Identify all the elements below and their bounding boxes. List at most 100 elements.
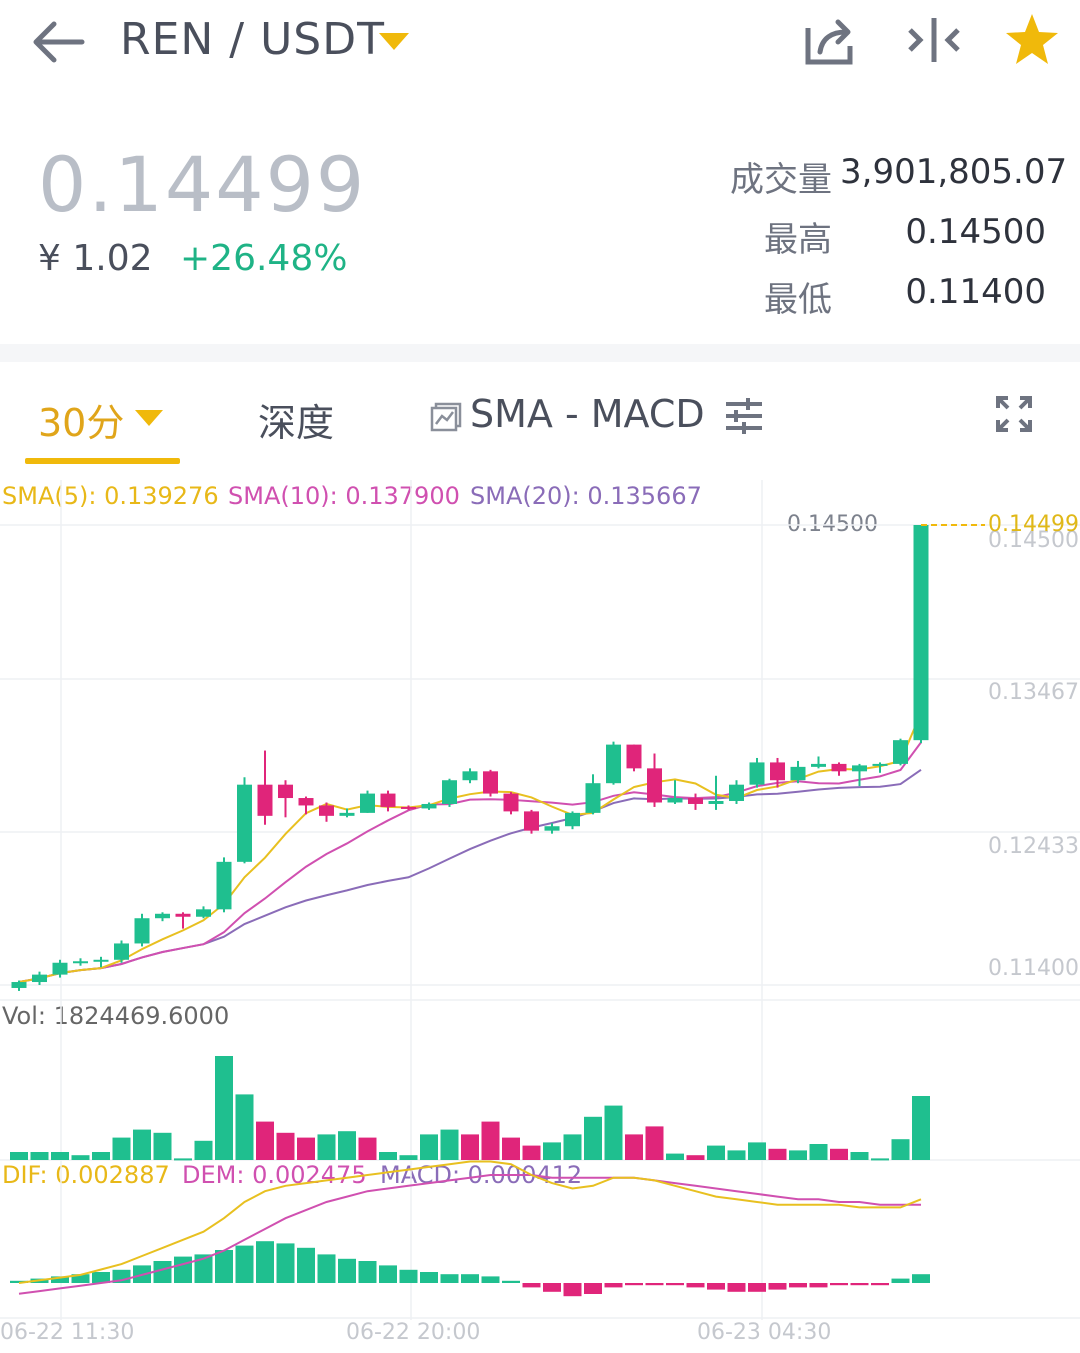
macd-bar xyxy=(317,1254,336,1283)
back-arrow-icon[interactable] xyxy=(28,14,92,70)
candle-body xyxy=(360,793,375,813)
macd-bar xyxy=(522,1283,541,1288)
volume-bar xyxy=(194,1140,213,1160)
candle-body xyxy=(893,740,908,764)
share-icon[interactable] xyxy=(800,10,860,70)
last-price: 0.14499 xyxy=(38,140,367,229)
candlestick-chart[interactable] xyxy=(0,470,1080,1330)
candle-body xyxy=(339,812,355,816)
volume-bar xyxy=(666,1153,684,1160)
x-axis-tick: 06-23 04:30 xyxy=(697,1320,832,1345)
volume-bar xyxy=(686,1155,705,1160)
settings-sliders-icon[interactable] xyxy=(724,396,764,436)
dif-line xyxy=(18,1160,922,1284)
candle-body xyxy=(278,784,293,799)
macd-bar xyxy=(543,1283,561,1292)
candle-body xyxy=(749,762,765,785)
volume-bar xyxy=(809,1144,828,1160)
volume-bar xyxy=(71,1155,90,1160)
candle-body xyxy=(52,962,68,975)
candle-body xyxy=(544,826,560,831)
volume-bar xyxy=(276,1132,295,1160)
volume-bar xyxy=(297,1137,315,1160)
candle-body xyxy=(155,913,170,919)
volume-bar xyxy=(235,1094,254,1160)
x-axis-tick: 06-22 11:30 xyxy=(0,1320,135,1345)
macd-bar xyxy=(440,1274,459,1283)
candle-body xyxy=(811,763,826,767)
macd-bar xyxy=(71,1274,90,1283)
candle-body xyxy=(524,811,539,831)
macd-bar xyxy=(338,1258,356,1283)
candle-body xyxy=(647,768,662,803)
macd-bar xyxy=(92,1272,110,1283)
volume-bar xyxy=(256,1121,274,1160)
volume-bar xyxy=(850,1152,869,1160)
tab-interval[interactable]: 30分 xyxy=(38,401,125,445)
cny-price: ¥ 1.02 xyxy=(38,238,153,279)
chart-toolbar: 30分 深度 SMA - MACD xyxy=(0,362,1080,470)
macd-bar xyxy=(358,1261,377,1283)
candle-body xyxy=(831,763,847,772)
star-icon[interactable] xyxy=(1002,10,1062,70)
current-price-label: 0.14499 xyxy=(988,512,1079,537)
macd-bar xyxy=(51,1276,69,1283)
top-bar: REN / USDT xyxy=(0,0,1080,90)
candle-body xyxy=(688,798,703,804)
candle-body xyxy=(770,762,785,781)
pair-dropdown-caret-icon[interactable] xyxy=(377,30,411,52)
candle-body xyxy=(913,525,929,741)
section-divider xyxy=(0,344,1080,362)
macd-bar xyxy=(809,1283,828,1288)
price-level-label: 0.13467 xyxy=(988,680,1079,705)
volume-bar xyxy=(891,1139,910,1160)
price-change-percent: +26.48% xyxy=(180,238,348,279)
low-label: 最低 xyxy=(764,280,832,320)
volume-bar xyxy=(338,1131,356,1160)
macd-bar xyxy=(276,1243,295,1283)
tab-depth[interactable]: 深度 xyxy=(258,401,335,445)
interval-dropdown-caret-icon[interactable] xyxy=(133,408,165,428)
candle-body xyxy=(483,771,498,794)
volume-bar xyxy=(420,1134,438,1160)
candle-body xyxy=(565,812,580,827)
volume-bar xyxy=(10,1152,28,1160)
volume-bar xyxy=(51,1152,69,1160)
volume-bar xyxy=(645,1126,664,1160)
macd-bar xyxy=(235,1245,254,1283)
candle-body xyxy=(667,798,683,803)
sma20-line xyxy=(18,768,922,984)
macd-bar xyxy=(399,1269,418,1283)
volume-bar xyxy=(830,1148,848,1160)
volume-bar xyxy=(625,1134,643,1160)
trading-pair-title[interactable]: REN / USDT xyxy=(120,14,385,65)
candle-body xyxy=(503,793,519,812)
macd-bar xyxy=(153,1261,172,1283)
macd-bar xyxy=(768,1283,787,1290)
volume-bar xyxy=(768,1148,787,1160)
volume-bar xyxy=(543,1142,561,1160)
macd-bar xyxy=(461,1274,479,1283)
volume-bar xyxy=(522,1145,541,1160)
candle-body xyxy=(380,793,396,807)
candle-body xyxy=(606,744,621,784)
compare-icon[interactable] xyxy=(904,10,964,70)
volume-bar xyxy=(112,1137,131,1160)
sma10-legend: SMA(10): 0.137900 xyxy=(228,482,460,510)
volume-bar xyxy=(153,1132,172,1160)
candle-body xyxy=(114,943,129,960)
candle-body xyxy=(32,974,47,983)
candle-body xyxy=(216,861,232,910)
candle-body xyxy=(729,784,744,801)
price-level-label: 0.12433 xyxy=(988,834,1079,859)
candle-body xyxy=(175,913,191,917)
macd-bar xyxy=(174,1256,192,1283)
candle-body xyxy=(298,798,314,806)
volume-bar xyxy=(317,1134,336,1160)
tab-indicators[interactable]: SMA - MACD xyxy=(470,392,705,436)
macd-bar xyxy=(748,1283,766,1292)
fullscreen-icon[interactable] xyxy=(996,396,1032,432)
dem-legend: DEM: 0.002475 xyxy=(182,1161,367,1189)
price-level-label: 0.14500 xyxy=(988,528,1079,553)
indicator-icon[interactable] xyxy=(430,402,462,432)
